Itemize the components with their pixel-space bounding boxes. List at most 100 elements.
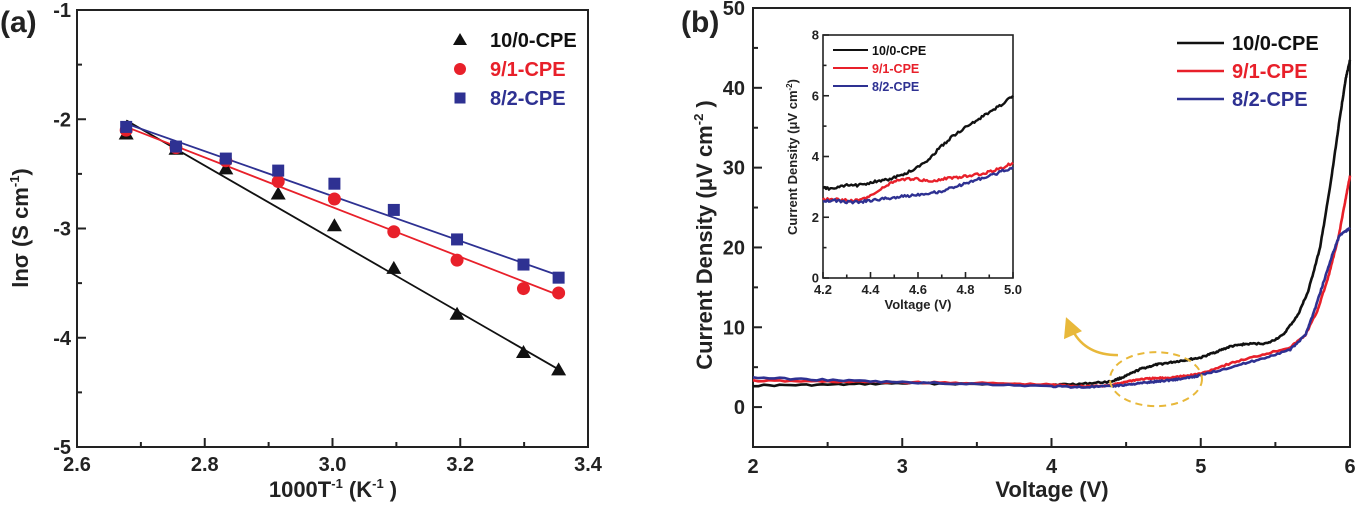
inset-plot-frame	[822, 34, 1014, 279]
panel-a-x-title-main: 1000T	[269, 477, 332, 502]
data-point-circle	[271, 175, 285, 189]
x-tick-label: 4.8	[956, 282, 974, 297]
panel-b-y-title-post: )	[692, 100, 717, 113]
panel-a-y-title-sup: -1	[7, 176, 22, 188]
y-tick-label: 10	[723, 317, 745, 339]
inset-legend-label: 10/0-CPE	[872, 44, 926, 58]
inset-legend: 10/0-CPE 9/1-CPE 8/2-CPE	[833, 44, 926, 94]
legend-marker-circle	[454, 63, 466, 75]
panel-b-label: (b)	[681, 6, 719, 39]
y-tick-label: 6	[812, 88, 819, 103]
y-tick-label: 40	[723, 78, 745, 100]
data-point-triangle	[326, 218, 342, 232]
y-tick-label: 4	[812, 149, 820, 164]
fit-line-9-1-cpe	[125, 126, 559, 296]
legend-label: 10/0-CPE	[1232, 33, 1319, 55]
data-point-square	[120, 120, 133, 133]
x-tick-label: 3.4	[574, 454, 603, 476]
y-tick-label: -5	[53, 437, 71, 459]
inset-legend-label: 9/1-CPE	[872, 62, 919, 76]
data-point-circle	[450, 253, 464, 267]
panel-b-y-title-sup: -2	[691, 114, 706, 126]
panel-a-x-title-unit-sup: -1	[372, 476, 384, 491]
data-point-square	[170, 140, 183, 153]
data-point-square	[272, 164, 285, 177]
x-tick-label: 2	[747, 456, 758, 478]
y-tick-label: 20	[723, 237, 745, 259]
inset-y-title-sup: -2	[785, 83, 794, 91]
data-point-circle	[516, 282, 530, 296]
panel-b-zoom-annotation	[1063, 317, 1203, 408]
x-tick-label: 6	[1344, 456, 1355, 478]
y-tick-label: -2	[53, 109, 71, 131]
data-point-triangle	[270, 186, 286, 200]
y-tick-label: 0	[734, 397, 745, 419]
y-tick-label: 50	[723, 0, 745, 20]
data-point-triangle	[218, 161, 234, 175]
y-tick-label: 2	[812, 210, 819, 225]
legend-label: 9/1-CPE	[1232, 61, 1308, 83]
zoom-arrow-shaft	[1071, 330, 1118, 357]
panel-a: (a) -1 -2 -3 -4 -5 2.6 2.8 3.0 3.2 3.4 lnσ (S cm…	[0, 0, 603, 502]
fit-line-10-0-cpe	[125, 119, 560, 371]
data-point-square	[328, 177, 341, 190]
x-tick-label: 3.2	[446, 454, 474, 476]
panel-b-series-lines	[752, 59, 1352, 389]
data-point-triangle	[515, 344, 531, 358]
x-tick-label: 2.6	[63, 454, 91, 476]
zoom-region-ellipse	[1108, 351, 1203, 408]
data-point-square	[552, 271, 565, 284]
x-tick-label: 2.8	[191, 454, 219, 476]
inset-y-axis-title: Current Density (μV cm-2)	[785, 79, 800, 235]
legend-label: 8/2-CPE	[1232, 89, 1308, 111]
inset-x-axis-title: Voltage (V)	[885, 297, 952, 312]
data-point-triangle	[386, 260, 402, 274]
inset-series-lines	[822, 95, 1014, 205]
inset-series-line-10-0-cpe	[822, 95, 1014, 191]
panel-b-y-title-main: Current Density (μV cm	[692, 125, 717, 370]
data-point-square	[517, 258, 530, 271]
legend-label: 10/0-CPE	[490, 30, 577, 52]
data-point-triangle	[551, 362, 567, 376]
x-tick-label: 4.2	[814, 282, 832, 297]
inset-y-title-post: )	[785, 79, 800, 83]
panel-a-y-title-main: lnσ (S cm	[8, 187, 33, 288]
panel-a-x-title-sup: -1	[331, 476, 343, 491]
y-tick-label: -3	[53, 219, 71, 241]
data-point-square	[387, 203, 400, 216]
y-tick-label: -4	[53, 328, 72, 350]
data-point-circle	[552, 286, 566, 300]
data-point-triangle	[449, 306, 465, 320]
legend-label: 8/2-CPE	[490, 88, 566, 110]
x-tick-label: 4.4	[861, 282, 880, 297]
panel-a-x-axis-title: 1000T-1 (K-1 )	[269, 476, 397, 502]
inset-series-line-8-2-cpe	[822, 166, 1014, 205]
x-tick-label: 4.6	[909, 282, 927, 297]
legend-marker-square	[454, 92, 466, 104]
series-line-8-2-cpe	[752, 226, 1351, 389]
inset-y-title-main: Current Density (μV cm	[785, 90, 800, 235]
panel-b-y-axis-title: Current Density (μV cm-2 )	[691, 100, 717, 370]
panel-a-y-axis: -1 -2 -3 -4 -5	[53, 0, 86, 459]
panel-a-y-title-post: )	[8, 168, 33, 175]
x-tick-label: 3	[897, 456, 908, 478]
data-point-circle	[327, 192, 341, 206]
y-tick-label: 0	[812, 271, 819, 286]
panel-a-x-title-close: )	[384, 477, 397, 502]
panel-a-data-points	[118, 120, 567, 376]
panel-a-y-axis-title: lnσ (S cm-1)	[7, 168, 33, 288]
inset-x-axis: 4.2 4.4 4.6 4.8 5.0	[814, 272, 1022, 297]
panel-b-inset: 0 2 4 6 8 4.2 4.4 4.6 4.8 5.0 Current Density (μ…	[785, 28, 1022, 312]
x-tick-label: 5	[1195, 456, 1206, 478]
fit-line-8-2-cpe	[125, 122, 559, 277]
legend-marker-triangle	[453, 33, 467, 45]
data-point-square	[451, 233, 464, 246]
data-point-circle	[387, 225, 401, 239]
panel-b-legend: 10/0-CPE 9/1-CPE 8/2-CPE	[1177, 33, 1319, 111]
x-tick-label: 5.0	[1004, 282, 1022, 297]
panel-a-legend: 10/0-CPE 9/1-CPE 8/2-CPE	[453, 30, 577, 110]
panel-b-x-axis-title: Voltage (V)	[995, 477, 1108, 502]
legend-label: 9/1-CPE	[490, 59, 566, 81]
